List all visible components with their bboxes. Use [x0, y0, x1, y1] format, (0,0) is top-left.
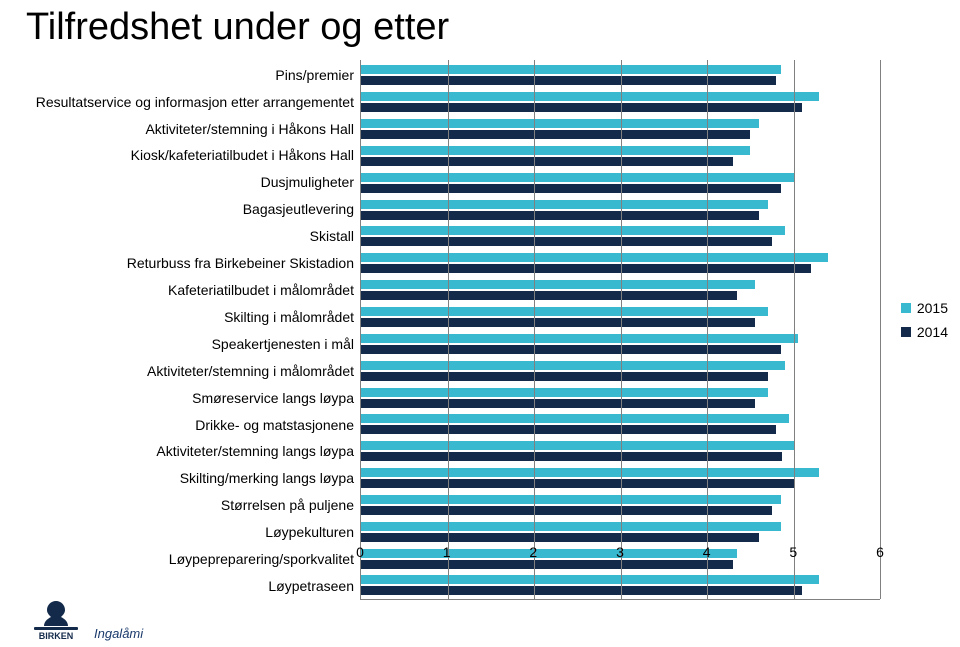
x-tick: 2 — [529, 544, 537, 560]
category-label: Aktiviteter/stemning i målområdet — [0, 358, 360, 385]
bar — [361, 65, 781, 74]
satisfaction-chart: Pins/premierResultatservice og informasj… — [0, 60, 880, 600]
category-label: Drikke- og matstasjonene — [0, 412, 360, 439]
x-tick: 3 — [616, 544, 624, 560]
category-label: Smøreservice langs løypa — [0, 385, 360, 412]
category-label: Pins/premier — [0, 62, 360, 89]
bar — [361, 575, 819, 584]
bar — [361, 452, 782, 461]
category-label: Løypepreparering/sporkvalitet — [0, 546, 360, 573]
brand-name: Ingalåmi — [94, 626, 143, 641]
x-tick: 1 — [443, 544, 451, 560]
legend-swatch — [901, 327, 911, 337]
page-title: Tilfredshet under og etter — [0, 0, 960, 49]
legend-label: 2014 — [917, 324, 948, 340]
legend-label: 2015 — [917, 300, 948, 316]
y-axis-labels: Pins/premierResultatservice og informasj… — [0, 60, 360, 600]
svg-text:BIRKEN: BIRKEN — [39, 631, 74, 641]
category-label: Skistall — [0, 223, 360, 250]
bar — [361, 506, 772, 515]
chart-plot-area — [360, 60, 880, 600]
category-label: Speakertjenesten i mål — [0, 331, 360, 358]
legend-item-2015: 2015 — [901, 300, 948, 316]
category-label: Dusjmuligheter — [0, 170, 360, 197]
bar — [361, 345, 781, 354]
legend-swatch — [901, 303, 911, 313]
category-label: Resultatservice og informasjon etter arr… — [0, 89, 360, 116]
bar — [361, 226, 785, 235]
bar — [361, 522, 781, 531]
category-label: Aktiviteter/stemning i Håkons Hall — [0, 116, 360, 143]
bar — [361, 76, 776, 85]
bar — [361, 237, 772, 246]
bar — [361, 173, 794, 182]
bar — [361, 264, 811, 273]
gridline — [534, 60, 535, 599]
bar — [361, 184, 781, 193]
bar — [361, 479, 794, 488]
chart-legend: 2015 2014 — [901, 300, 948, 340]
bar — [361, 291, 737, 300]
category-label: Returbuss fra Birkebeiner Skistadion — [0, 250, 360, 277]
bar — [361, 468, 819, 477]
category-label: Løypekulturen — [0, 519, 360, 546]
bar — [361, 280, 755, 289]
gridline — [794, 60, 795, 599]
bar — [361, 92, 819, 101]
category-label: Størrelsen på puljene — [0, 493, 360, 520]
category-label: Skilting i målområdet — [0, 304, 360, 331]
bar — [361, 146, 750, 155]
bar — [361, 334, 798, 343]
category-label: Bagasjeutlevering — [0, 197, 360, 224]
bar — [361, 103, 802, 112]
x-axis: 0123456 — [360, 540, 880, 562]
category-label: Løypetraseen — [0, 573, 360, 600]
bar — [361, 211, 759, 220]
bar — [361, 414, 789, 423]
bar — [361, 399, 755, 408]
bar — [361, 253, 828, 262]
bar — [361, 425, 776, 434]
bar — [361, 157, 733, 166]
gridline — [880, 60, 881, 599]
x-tick: 6 — [876, 544, 884, 560]
category-label: Kiosk/kafeteriatilbudet i Håkons Hall — [0, 143, 360, 170]
category-label: Aktiviteter/stemning langs løypa — [0, 439, 360, 466]
x-tick: 0 — [356, 544, 364, 560]
bar — [361, 119, 759, 128]
birken-logo-icon: BIRKEN — [28, 599, 84, 641]
category-label: Skilting/merking langs løypa — [0, 466, 360, 493]
bar — [361, 586, 802, 595]
footer: BIRKEN Ingalåmi — [28, 599, 143, 641]
bar — [361, 130, 750, 139]
bar — [361, 361, 785, 370]
x-tick: 5 — [789, 544, 797, 560]
gridline — [621, 60, 622, 599]
legend-item-2014: 2014 — [901, 324, 948, 340]
bar — [361, 495, 781, 504]
bar — [361, 441, 794, 450]
gridline — [707, 60, 708, 599]
category-label: Kafeteriatilbudet i målområdet — [0, 277, 360, 304]
gridline — [448, 60, 449, 599]
x-tick: 4 — [703, 544, 711, 560]
bar — [361, 318, 755, 327]
